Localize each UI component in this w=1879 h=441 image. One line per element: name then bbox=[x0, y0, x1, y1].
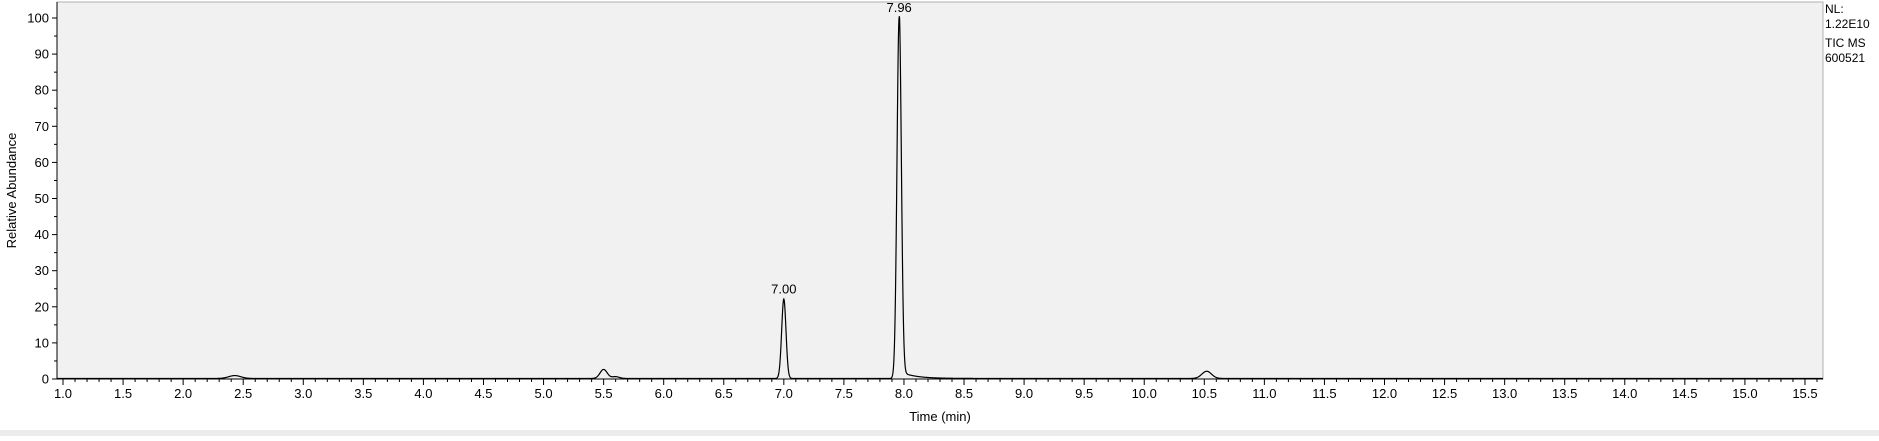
x-tick-label: 14.5 bbox=[1672, 386, 1697, 401]
x-tick-label: 1.0 bbox=[54, 386, 72, 401]
x-tick-label: 13.0 bbox=[1492, 386, 1517, 401]
x-tick-label: 8.0 bbox=[895, 386, 913, 401]
x-tick-label: 2.0 bbox=[174, 386, 192, 401]
x-tick-label: 7.0 bbox=[775, 386, 793, 401]
nl-value: 1.22E10 bbox=[1825, 17, 1870, 31]
x-tick-label: 9.5 bbox=[1075, 386, 1093, 401]
x-axis-ticks: 1.0 1.5 2.0 2.5 3.0 3.5 4.0 4.5 5.0 5.5 6.0 6.5 7.0 7… bbox=[54, 379, 1818, 401]
y-axis-title: Relative Abundance bbox=[4, 133, 19, 249]
x-tick-label: 5.0 bbox=[535, 386, 553, 401]
x-tick-label: 15.5 bbox=[1792, 386, 1817, 401]
peak-labels: 7.00 7.96 bbox=[771, 0, 912, 297]
plot-area bbox=[56, 1, 1824, 380]
peak-label: 7.00 bbox=[771, 282, 796, 297]
y-tick-label: 60 bbox=[35, 155, 49, 170]
y-tick-label: 40 bbox=[35, 227, 49, 242]
y-tick-label: 100 bbox=[27, 11, 49, 26]
x-tick-label: 9.0 bbox=[1015, 386, 1033, 401]
x-tick-label: 4.5 bbox=[474, 386, 492, 401]
x-tick-label: 12.0 bbox=[1372, 386, 1397, 401]
y-tick-label: 0 bbox=[42, 372, 49, 387]
y-tick-label: 30 bbox=[35, 263, 49, 278]
sample-id: 600521 bbox=[1825, 51, 1866, 65]
x-tick-label: 6.0 bbox=[655, 386, 673, 401]
x-tick-label: 10.5 bbox=[1192, 386, 1217, 401]
scan-filter: TIC MS bbox=[1825, 36, 1866, 50]
y-axis-ticks: 0 10 20 30 40 50 60 70 80 90 100 bbox=[27, 11, 57, 387]
x-tick-label: 2.5 bbox=[234, 386, 252, 401]
x-tick-label: 11.5 bbox=[1312, 386, 1336, 401]
peak-label: 7.96 bbox=[886, 0, 911, 15]
x-tick-label: 5.5 bbox=[595, 386, 613, 401]
x-tick-label: 14.0 bbox=[1612, 386, 1637, 401]
bottom-strip bbox=[0, 430, 1879, 436]
x-tick-label: 7.5 bbox=[835, 386, 853, 401]
y-tick-label: 80 bbox=[35, 83, 49, 98]
y-tick-label: 20 bbox=[35, 299, 49, 314]
x-tick-label: 4.0 bbox=[414, 386, 432, 401]
nl-label: NL: bbox=[1825, 2, 1844, 16]
x-tick-label: 3.5 bbox=[354, 386, 372, 401]
x-axis-title: Time (min) bbox=[909, 409, 971, 424]
x-tick-label: 10.0 bbox=[1132, 386, 1157, 401]
tic-trace-line bbox=[57, 16, 1823, 380]
x-tick-label: 12.5 bbox=[1432, 386, 1457, 401]
y-tick-label: 70 bbox=[35, 119, 49, 134]
x-tick-label: 11.0 bbox=[1252, 386, 1276, 401]
x-tick-label: 1.5 bbox=[114, 386, 132, 401]
x-tick-label: 8.5 bbox=[955, 386, 973, 401]
x-tick-label: 6.5 bbox=[715, 386, 733, 401]
x-tick-label: 15.0 bbox=[1732, 386, 1757, 401]
y-tick-label: 10 bbox=[35, 335, 49, 350]
x-tick-label: 3.0 bbox=[294, 386, 312, 401]
y-tick-label: 50 bbox=[35, 191, 49, 206]
x-tick-label: 13.5 bbox=[1552, 386, 1577, 401]
y-tick-label: 90 bbox=[35, 47, 49, 62]
